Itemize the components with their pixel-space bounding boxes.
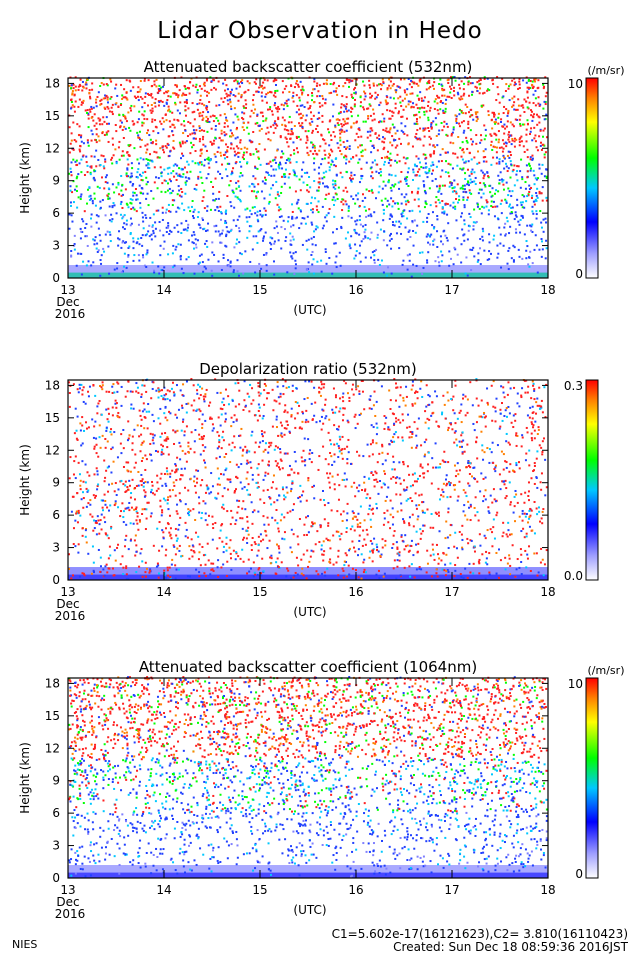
x-tick-label: 16 bbox=[348, 585, 363, 599]
y-tick-label: 3 bbox=[52, 541, 60, 555]
x-date-year: 2016 bbox=[55, 307, 86, 321]
constants-label: C1=5.602e-17(16121623),C2= 3.810(1611042… bbox=[332, 927, 628, 941]
y-tick-label: 18 bbox=[45, 76, 60, 90]
x-tick-label: 18 bbox=[540, 883, 555, 897]
colorbar-unit-label: (/m/sr) bbox=[588, 64, 625, 77]
panel-1: Attenuated backscatter coefficient (532n… bbox=[18, 58, 624, 321]
y-tick-label: 6 bbox=[52, 508, 60, 522]
colorbar-min-label: 0 bbox=[575, 867, 583, 881]
x-tick-label: 18 bbox=[540, 283, 555, 297]
y-axis-label: Height (km) bbox=[18, 142, 32, 213]
y-tick-label: 9 bbox=[52, 774, 60, 788]
org-label: NIES bbox=[12, 938, 37, 951]
x-axis-label: (UTC) bbox=[293, 605, 326, 619]
x-tick-label: 15 bbox=[252, 283, 267, 297]
x-tick-label: 15 bbox=[252, 883, 267, 897]
heatmap-area bbox=[68, 378, 548, 580]
figure-title: Lidar Observation in Hedo bbox=[157, 18, 482, 44]
colorbar bbox=[586, 78, 598, 278]
x-tick-label: 17 bbox=[444, 883, 459, 897]
panel-2: Depolarization ratio (532nm) 0 3 6 9 12 15 18 He… bbox=[18, 360, 598, 623]
y-tick-label: 15 bbox=[45, 109, 60, 123]
x-axis-label: (UTC) bbox=[293, 903, 326, 917]
y-axis-label: Height (km) bbox=[18, 444, 32, 515]
colorbar bbox=[586, 380, 598, 580]
colorbar-min-label: 0.0 bbox=[564, 569, 583, 583]
colorbar-min-label: 0 bbox=[575, 267, 583, 281]
y-tick-label: 15 bbox=[45, 411, 60, 425]
x-tick-label: 14 bbox=[156, 283, 171, 297]
y-tick-label: 12 bbox=[45, 741, 60, 755]
x-tick-label: 14 bbox=[156, 585, 171, 599]
colorbar-max-label: 10 bbox=[568, 677, 583, 691]
colorbar-max-label: 10 bbox=[568, 77, 583, 91]
created-label: Created: Sun Dec 18 08:59:36 2016JST bbox=[393, 940, 629, 954]
colorbar-max-label: 0.3 bbox=[564, 379, 583, 393]
y-tick-label: 3 bbox=[52, 239, 60, 253]
x-axis-label: (UTC) bbox=[293, 303, 326, 317]
colorbar bbox=[586, 678, 598, 878]
panel-title: Attenuated backscatter coefficient (1064… bbox=[139, 658, 477, 676]
x-tick-label: 16 bbox=[348, 283, 363, 297]
panel-3: Attenuated backscatter coefficient (1064… bbox=[18, 658, 624, 921]
y-tick-label: 12 bbox=[45, 443, 60, 457]
y-tick-label: 0 bbox=[52, 271, 60, 285]
y-axis-label: Height (km) bbox=[18, 742, 32, 813]
y-tick-label: 9 bbox=[52, 174, 60, 188]
y-tick-label: 6 bbox=[52, 206, 60, 220]
panel-title: Attenuated backscatter coefficient (532n… bbox=[144, 58, 473, 76]
panel-title: Depolarization ratio (532nm) bbox=[199, 360, 417, 378]
x-tick-label: 17 bbox=[444, 585, 459, 599]
colorbar-unit-label: (/m/sr) bbox=[588, 664, 625, 677]
y-tick-label: 0 bbox=[52, 871, 60, 885]
y-tick-label: 18 bbox=[45, 676, 60, 690]
x-tick-label: 18 bbox=[540, 585, 555, 599]
x-tick-label: 17 bbox=[444, 283, 459, 297]
heatmap-area bbox=[68, 76, 548, 278]
y-tick-label: 0 bbox=[52, 573, 60, 587]
y-tick-label: 9 bbox=[52, 476, 60, 490]
x-tick-label: 16 bbox=[348, 883, 363, 897]
x-date-year: 2016 bbox=[55, 907, 86, 921]
y-tick-label: 18 bbox=[45, 378, 60, 392]
x-date-year: 2016 bbox=[55, 609, 86, 623]
y-tick-label: 12 bbox=[45, 141, 60, 155]
heatmap-area bbox=[68, 676, 548, 878]
y-tick-label: 3 bbox=[52, 839, 60, 853]
y-tick-label: 15 bbox=[45, 709, 60, 723]
x-tick-label: 15 bbox=[252, 585, 267, 599]
x-tick-label: 14 bbox=[156, 883, 171, 897]
y-tick-label: 6 bbox=[52, 806, 60, 820]
